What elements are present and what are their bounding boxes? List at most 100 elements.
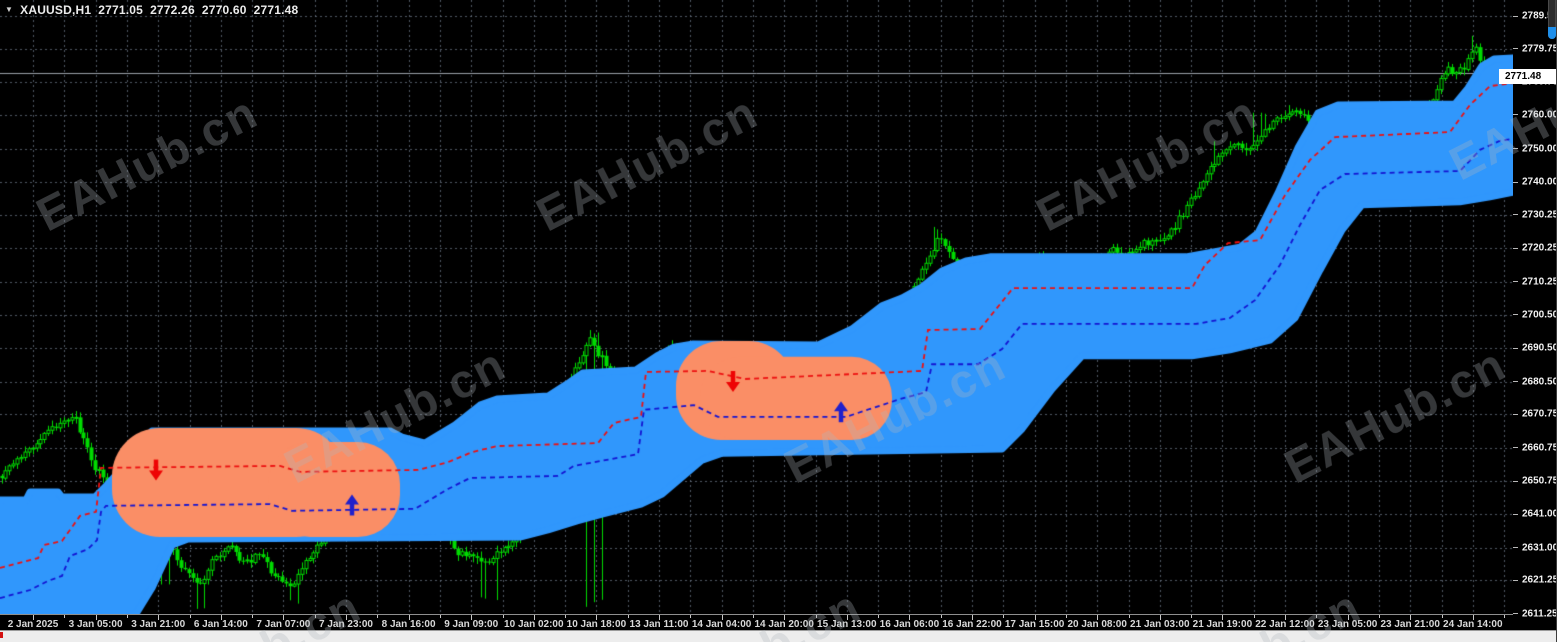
symbol-period-label: XAUUSD,H1	[20, 3, 92, 17]
time-tick	[33, 615, 34, 620]
time-tick	[1128, 615, 1130, 618]
time-tick	[1441, 615, 1443, 618]
price-tick	[1513, 381, 1518, 383]
price-tick-label: 2690.50	[1522, 342, 1557, 354]
time-tick	[565, 615, 567, 618]
time-tick-label: 2 Jan 2025	[7, 619, 59, 630]
time-tick-label: 16 Jan 22:00	[942, 619, 1002, 630]
time-tick-label: 20 Jan 08:00	[1067, 619, 1127, 630]
time-tick	[377, 615, 379, 618]
time-tick-label: 8 Jan 16:00	[381, 619, 436, 630]
price-tick	[1513, 413, 1518, 415]
scrollbar-thumb[interactable]	[1548, 27, 1556, 39]
time-tick	[1378, 615, 1380, 618]
price-axis[interactable]: 2789.502779.752769.752760.002750.002740.…	[1513, 0, 1557, 619]
price-tick	[1513, 15, 1518, 17]
time-tick	[878, 615, 880, 618]
time-tick	[439, 615, 441, 618]
price-tick-label: 2730.25	[1522, 209, 1557, 221]
ohlc-high: 2772.26	[150, 3, 195, 17]
time-tick	[940, 615, 942, 618]
time-tick-label: 24 Jan 14:00	[1443, 619, 1503, 630]
price-tick	[1513, 247, 1518, 249]
time-tick	[721, 615, 723, 620]
symbol-dropdown-icon[interactable]: ▼	[5, 4, 14, 14]
price-tick-label: 2611.25	[1522, 608, 1557, 620]
time-tick-label: 10 Jan 18:00	[566, 619, 627, 630]
time-tick	[1034, 615, 1036, 620]
price-tick	[1513, 480, 1518, 482]
price-tick-label: 2700.50	[1522, 309, 1557, 321]
time-tick	[972, 615, 973, 620]
time-tick-label: 17 Jan 15:00	[1004, 619, 1065, 630]
time-tick	[1065, 615, 1067, 618]
time-tick-label: 22 Jan 12:00	[1255, 619, 1315, 630]
time-tick-label: 7 Jan 23:00	[319, 619, 373, 630]
time-tick	[1285, 615, 1286, 620]
ohlc-close: 2771.48	[253, 3, 299, 17]
time-tick	[64, 615, 66, 618]
price-tick	[1513, 513, 1518, 515]
price-tick-label: 2631.00	[1522, 542, 1557, 554]
time-tick	[1097, 615, 1099, 620]
time-tick-label: 21 Jan 03:00	[1130, 619, 1190, 630]
time-tick	[252, 615, 254, 618]
time-tick	[220, 615, 222, 620]
price-tick-label: 2650.75	[1522, 475, 1557, 487]
time-tick	[1504, 615, 1506, 618]
price-tick-label: 2750.00	[1522, 143, 1557, 154]
time-tick	[1191, 615, 1193, 618]
time-tick	[95, 615, 97, 620]
price-tick	[1513, 48, 1518, 50]
price-tick-label: 2789.50	[1522, 10, 1557, 22]
scroll-left-marker	[0, 632, 3, 638]
price-tick	[1513, 281, 1518, 283]
ohlc-low: 2770.60	[201, 3, 247, 17]
time-tick-label: 6 Jan 14:00	[193, 619, 248, 630]
time-tick	[189, 615, 191, 618]
price-tick-label: 2670.75	[1522, 408, 1557, 420]
time-tick	[314, 615, 316, 618]
time-tick	[596, 615, 598, 620]
price-tick	[1513, 214, 1518, 216]
price-tick-label: 2779.75	[1522, 43, 1557, 55]
price-tick-label: 2680.50	[1522, 376, 1557, 388]
time-tick-label: 13 Jan 11:00	[629, 619, 689, 630]
time-tick	[346, 615, 347, 620]
time-tick-label: 16 Jan 06:00	[879, 619, 940, 630]
price-tick	[1513, 447, 1518, 449]
price-tick-label: 2660.75	[1522, 442, 1557, 454]
time-tick	[784, 615, 786, 620]
price-tick	[1513, 148, 1518, 149]
time-tick	[533, 615, 535, 620]
price-tick	[1513, 347, 1518, 349]
time-tick	[627, 615, 629, 618]
time-tick-label: 3 Jan 21:00	[131, 619, 186, 630]
horizontal-scroll-strip	[0, 630, 1556, 642]
time-tick	[846, 615, 848, 620]
time-tick-label: 7 Jan 07:00	[256, 619, 311, 630]
time-axis[interactable]: 2 Jan 2025 3 Jan 05:00 3 Jan 21:00 6 Jan 14…	[0, 614, 1513, 631]
time-tick-label: 15 Jan 13:00	[817, 619, 877, 630]
time-tick	[690, 615, 692, 618]
time-tick-label: 21 Jan 19:00	[1192, 619, 1253, 630]
time-tick	[909, 615, 911, 620]
time-tick	[1410, 615, 1412, 620]
price-tick-label: 2720.25	[1522, 242, 1557, 254]
time-tick	[815, 615, 817, 618]
time-tick	[1253, 615, 1255, 618]
chart-plot-canvas[interactable]	[0, 0, 1513, 614]
ohlc-open: 2771.05	[98, 3, 144, 17]
time-tick	[1159, 615, 1161, 620]
time-tick-label: 10 Jan 02:00	[504, 619, 564, 630]
time-tick	[126, 615, 128, 618]
time-tick	[283, 615, 285, 620]
price-tick-label: 2710.25	[1522, 276, 1557, 288]
time-tick	[1003, 615, 1005, 618]
price-tick-label: 2760.00	[1522, 109, 1557, 121]
time-tick-label: 3 Jan 05:00	[68, 619, 123, 630]
time-tick-label: 23 Jan 21:00	[1380, 619, 1440, 630]
time-tick	[1347, 615, 1349, 620]
price-tick-label: 2621.25	[1522, 574, 1557, 586]
time-tick-label: 14 Jan 04:00	[691, 619, 752, 630]
